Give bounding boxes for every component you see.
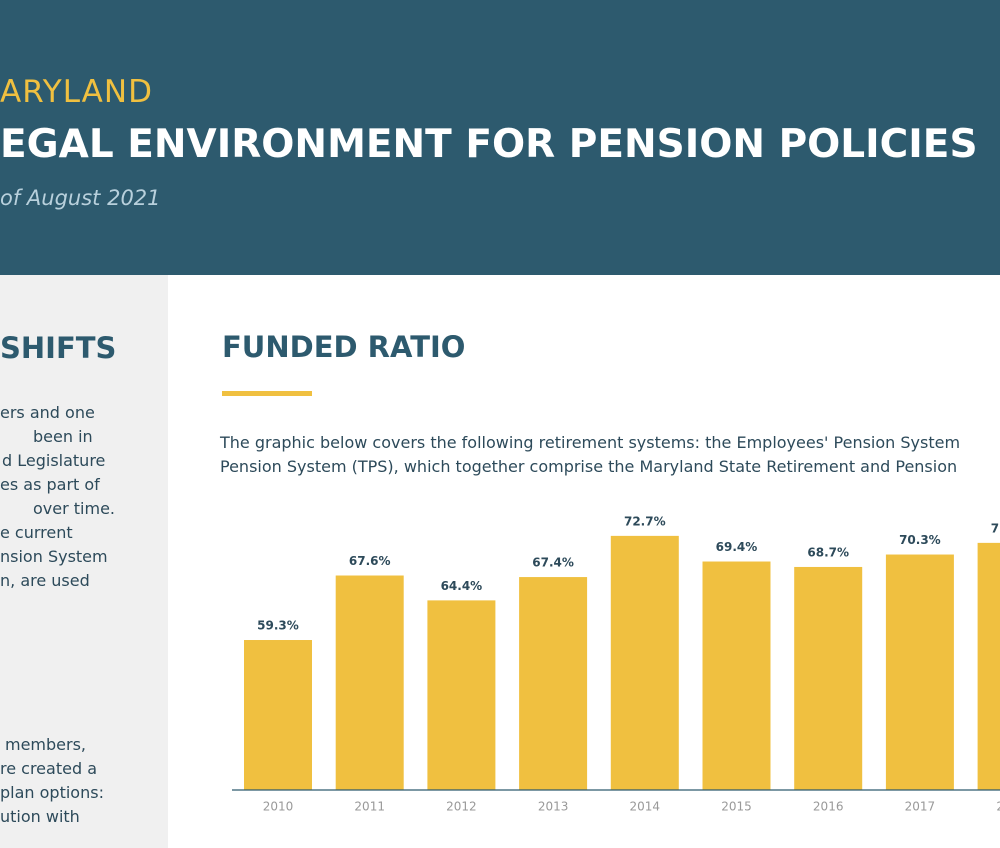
sidebar-line: been in <box>33 427 93 446</box>
value-label: 69.4% <box>716 540 758 554</box>
x-tick-label: 2013 <box>538 800 569 814</box>
x-tick-label: 2011 <box>354 800 385 814</box>
value-label: 67.6% <box>349 554 391 568</box>
x-tick-label: 2016 <box>813 800 844 814</box>
x-tick-label: 2017 <box>905 800 936 814</box>
sidebar-line: ution with <box>0 807 80 826</box>
x-tick-label: 2012 <box>446 800 477 814</box>
sidebar-line: members, <box>5 735 87 754</box>
heading-rule <box>222 391 312 396</box>
x-tick-label: 2014 <box>630 800 661 814</box>
kicker: ARYLAND <box>0 74 153 110</box>
sidebar-line: e current <box>0 523 73 542</box>
sidebar-line: n, are used <box>0 571 90 590</box>
value-label: 72.7% <box>624 514 666 528</box>
sidebar-line: ers and one <box>0 403 95 422</box>
sidebar-line: nsion System <box>0 547 108 566</box>
bar <box>702 561 771 790</box>
value-label: 70.3% <box>899 533 941 547</box>
bar <box>244 640 312 790</box>
value-label: 67.4% <box>532 556 574 570</box>
description-line: The graphic below covers the following r… <box>220 433 961 452</box>
value-label: 64.4% <box>441 579 483 593</box>
sidebar-line: d Legislature <box>2 451 106 470</box>
header: ARYLAND EGAL ENVIRONMENT FOR PENSION POL… <box>0 0 1000 275</box>
bar <box>885 554 954 790</box>
bar <box>427 600 496 790</box>
section-heading: FUNDED RATIO <box>222 330 466 364</box>
value-label: 71.8% <box>991 521 1000 535</box>
value-label: 68.7% <box>807 545 849 559</box>
sidebar: SHIFTS ers and one been in d Legislature es… <box>0 275 168 848</box>
description-line: Pension System (TPS), which together com… <box>220 457 958 476</box>
bar <box>977 542 1000 790</box>
subtitle: of August 2021 <box>0 186 161 210</box>
x-tick-label: 2018 <box>996 800 1000 814</box>
sidebar-line: over time. <box>33 499 115 518</box>
bar <box>794 566 863 790</box>
title: EGAL ENVIRONMENT FOR PENSION POLICIES <box>0 122 978 167</box>
value-label: 59.3% <box>257 619 299 633</box>
sidebar-line: re created a <box>0 759 97 778</box>
sidebar-heading: SHIFTS <box>0 331 117 365</box>
bar <box>335 575 404 790</box>
bar <box>610 535 679 790</box>
x-tick-label: 2015 <box>721 800 752 814</box>
bar <box>519 577 588 790</box>
x-tick-label: 2010 <box>263 800 294 814</box>
sidebar-line: es as part of <box>0 475 100 494</box>
sidebar-line: plan options: <box>0 783 104 802</box>
